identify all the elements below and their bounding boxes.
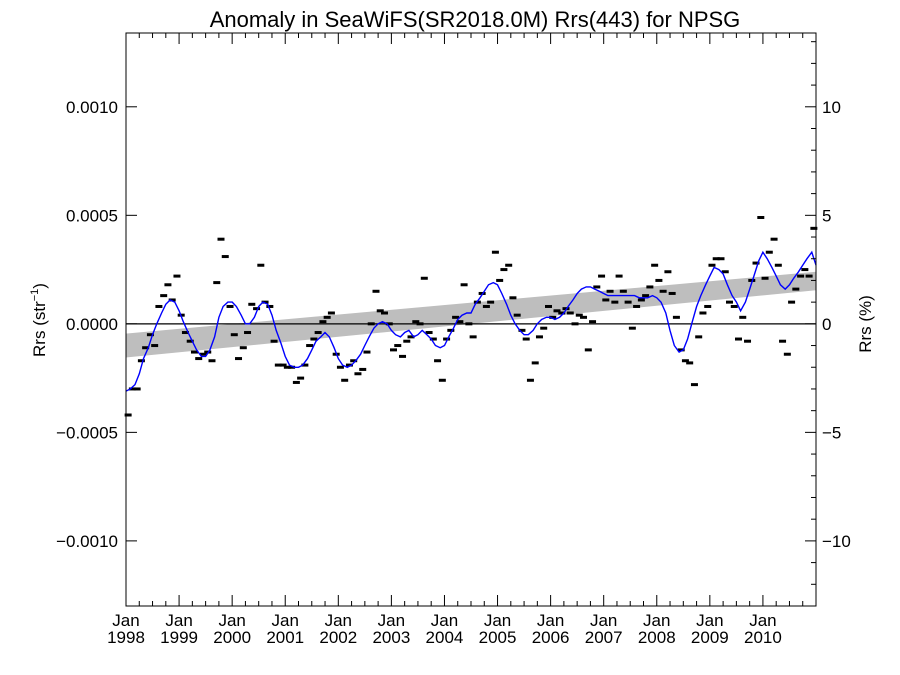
x-tick-year-label: 2002: [319, 628, 357, 647]
y-axis-left-label-text: Rrs (str: [30, 301, 49, 357]
y-axis-left-label: Rrs (str−1): [29, 283, 49, 357]
x-tick-month-label: Jan: [643, 611, 670, 630]
y-right-tick-label: 10: [822, 98, 841, 117]
x-tick-month-label: Jan: [218, 611, 245, 630]
chart-title: Anomaly in SeaWiFS(SR2018.0M) Rrs(443) f…: [210, 7, 741, 32]
y-left-tick-label: −0.0010: [56, 532, 118, 551]
y-axis-left-label-superscript: −1: [29, 289, 41, 302]
x-tick-month-label: Jan: [165, 611, 192, 630]
x-tick-year-label: 2010: [744, 628, 782, 647]
x-tick-month-label: Jan: [112, 611, 139, 630]
x-tick-month-label: Jan: [431, 611, 458, 630]
x-tick-month-label: Jan: [272, 611, 299, 630]
smoothed-anomaly-line: [125, 250, 817, 392]
y-right-tick-label: −5: [822, 423, 841, 442]
y-left-tick-label: −0.0005: [56, 423, 118, 442]
y-right-tick-label: 5: [822, 206, 831, 225]
x-tick-month-label: Jan: [378, 611, 405, 630]
x-tick-year-label: 1998: [107, 628, 145, 647]
x-tick-month-label: Jan: [484, 611, 511, 630]
x-tick-month-label: Jan: [749, 611, 776, 630]
x-tick-year-label: 2009: [691, 628, 729, 647]
x-tick-year-label: 2005: [479, 628, 517, 647]
x-tick-month-label: Jan: [590, 611, 617, 630]
y-axis-right-label: Rrs (%): [856, 295, 875, 353]
y-left-tick-label: 0.0000: [66, 315, 118, 334]
x-tick-month-label: Jan: [696, 611, 723, 630]
x-tick-year-label: 2001: [266, 628, 304, 647]
y-left-tick-label: 0.0005: [66, 206, 118, 225]
y-left-tick-label: 0.0010: [66, 98, 118, 117]
plot-area: 0.0010 0.0005 0.0000 −0.0005 −0.0010 10 5 0 −5 −1…: [56, 32, 851, 647]
y-axis-left-label-close: ): [30, 283, 49, 289]
trend-confidence-band: [126, 271, 816, 358]
x-tick-year-label: 2000: [213, 628, 251, 647]
x-tick-month-label: Jan: [537, 611, 564, 630]
y-right-tick-label: 0: [822, 315, 831, 334]
x-tick-year-label: 2008: [638, 628, 676, 647]
x-tick-year-label: 2003: [372, 628, 410, 647]
x-tick-year-label: 2006: [532, 628, 570, 647]
y-right-tick-label: −10: [822, 532, 851, 551]
x-tick-year-label: 1999: [160, 628, 198, 647]
x-tick-year-label: 2004: [426, 628, 464, 647]
x-tick-month-label: Jan: [325, 611, 352, 630]
x-tick-year-label: 2007: [585, 628, 623, 647]
